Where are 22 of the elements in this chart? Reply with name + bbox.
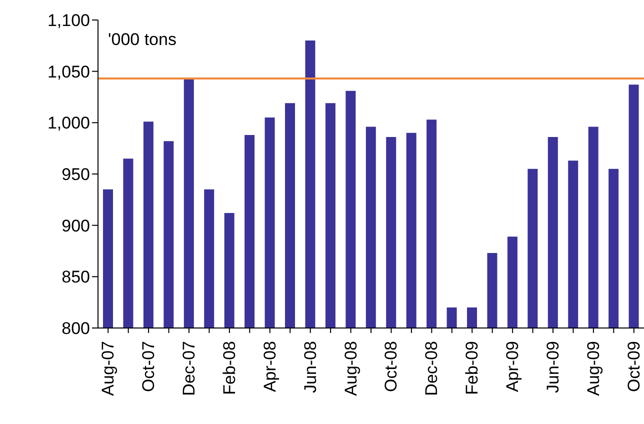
x-tick-label: Oct-09: [624, 341, 644, 392]
x-tick-label: Apr-09: [503, 341, 522, 392]
x-tick-label: Dec-07: [180, 341, 198, 396]
y-tick-label: 1,100: [47, 11, 90, 30]
y-tick-label: 1,000: [47, 114, 90, 133]
x-tick-label: Dec-08: [422, 341, 442, 396]
x-tick-label: Jun-09: [544, 341, 562, 393]
y-axis-title: '000 tons: [108, 30, 176, 50]
x-tick-label: Feb-09: [462, 341, 482, 395]
x-tick-label: Feb-08: [220, 341, 239, 395]
y-tick-label: 900: [62, 216, 90, 236]
y-tick-label: 800: [62, 319, 90, 338]
y-tick-label: 1,050: [47, 62, 90, 82]
x-tick-label: Oct-07: [139, 341, 158, 392]
x-tick-label: Aug-09: [584, 341, 603, 396]
x-tick-label: Oct-08: [382, 341, 401, 392]
x-tick-label: Aug-08: [341, 341, 360, 396]
x-tick-label: Jun-08: [300, 341, 320, 393]
y-tick-label: 950: [62, 165, 90, 184]
y-tick-label: 850: [62, 268, 90, 287]
x-tick-label: Apr-08: [260, 341, 280, 392]
x-tick-label: Aug-07: [98, 341, 118, 396]
